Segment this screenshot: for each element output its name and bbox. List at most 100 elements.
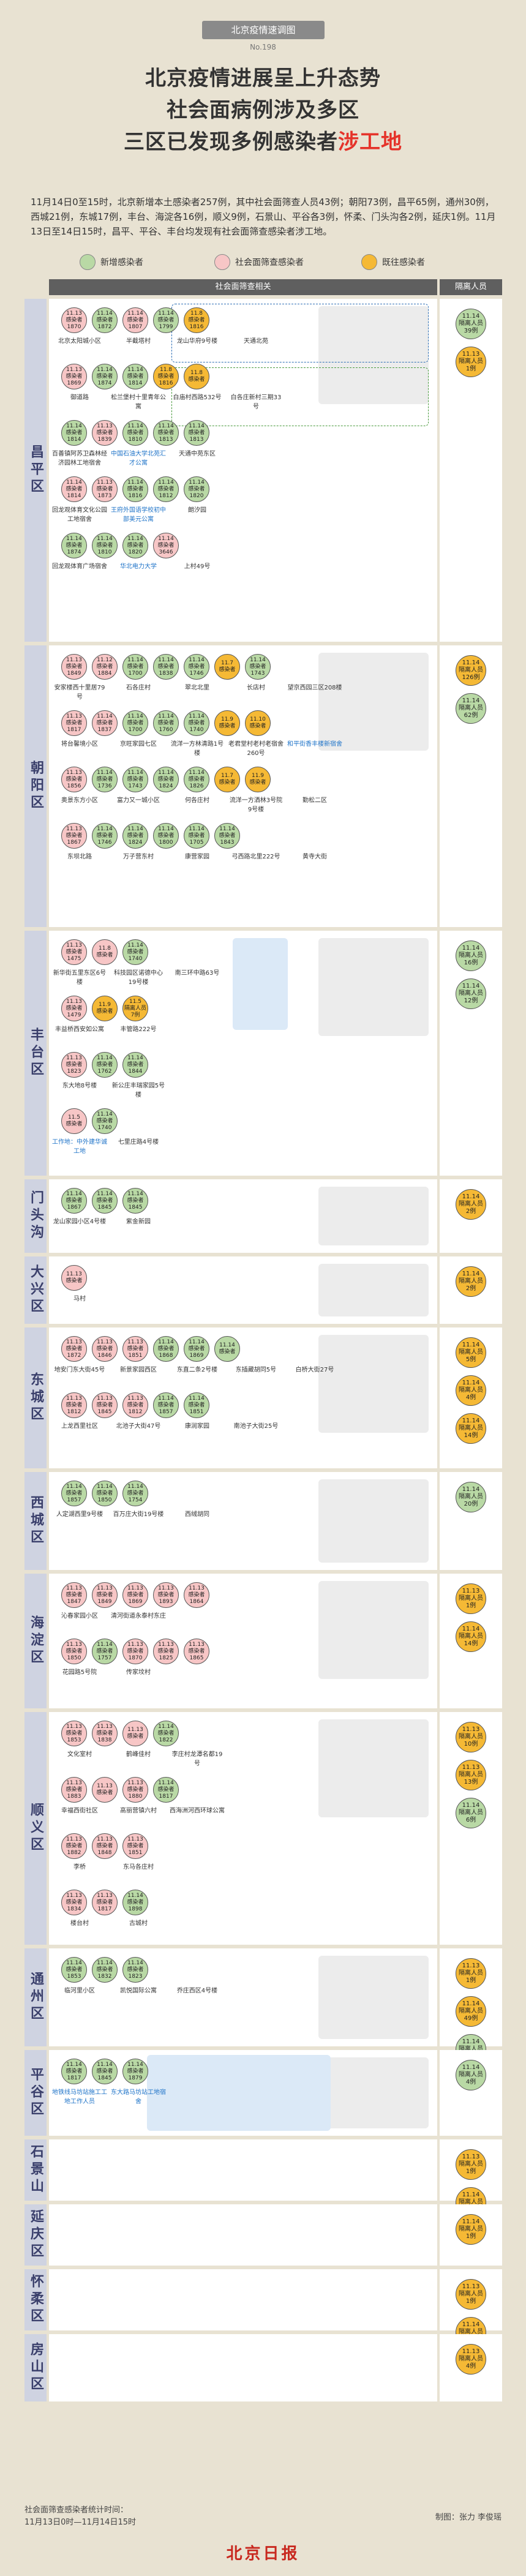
case-marker-text: 1817 — [67, 726, 81, 733]
isolated-marker-text: 11.14 — [462, 1271, 480, 1277]
case-marker-text: 感染者 — [157, 1648, 175, 1654]
case-marker-text: 感染者 — [127, 1061, 144, 1068]
new-case-marker: 11.14 感染者 1874 — [61, 533, 87, 558]
isolated-marker-text: 隔离人员 — [459, 1809, 483, 1816]
case-marker-text: 11.9 — [220, 716, 234, 723]
isolated-marker-text: 1例 — [465, 1602, 476, 1609]
case-marker-text: 1893 — [159, 1598, 173, 1605]
case-marker-text: 感染者 — [66, 373, 83, 380]
new-case-marker: 11.14 感染者 1743 — [122, 767, 148, 792]
case-marker-text: 11.13 — [66, 713, 82, 719]
case-marker-text: 11.14 — [158, 656, 174, 663]
district-label: 西城区 — [24, 1472, 47, 1570]
case-marker-text: 感染者 — [66, 429, 83, 436]
social-screening-cell: 11.13 感染者 1847 11.13 感染者 1850 11.13 感染者 1849 11.1… — [49, 1574, 437, 1708]
cluster-background — [318, 2057, 429, 2128]
new-case-marker: 11.14 感染者 1868 — [153, 1336, 179, 1362]
case-marker-text: 感染者 — [127, 1966, 144, 1973]
case-marker-text: 1826 — [189, 783, 204, 789]
place-label: 弓西路北里222号 — [231, 854, 280, 860]
case-marker-text: 11.8 — [98, 945, 111, 952]
district-section: 顺义区 11.13 感染者 1853 11.13 感染者 1883 11.13 感染者 1882 1… — [24, 1712, 502, 1945]
prior-case-marker: 11.8 感染者 — [184, 364, 209, 389]
isolated-marker-text: 11.14 — [462, 2321, 480, 2328]
cluster-background — [318, 1187, 429, 1245]
case-marker-text: 1898 — [128, 1906, 143, 1912]
case-marker-text: 感染者 — [188, 317, 205, 323]
social-screening-cell: 11.14 感染者 1817 11.14 感染者 1845 11.14 感染者 1879 地铁线马… — [49, 2050, 437, 2136]
isolated-marker-text: 1例 — [465, 366, 476, 372]
case-marker-text: 1846 — [97, 1352, 112, 1359]
case-marker-text: 11.13 — [127, 1836, 143, 1842]
footer-note-2: 11月13日0时—11月14日15时 — [24, 2518, 136, 2527]
social-case-marker: 11.13 感染者 — [61, 1265, 87, 1291]
case-marker-text: 感染者 — [219, 667, 236, 673]
case-marker-text: 1851 — [128, 1849, 143, 1856]
case-marker-text: 11.13 — [66, 1779, 82, 1786]
social-case-marker: 11.14 感染者 1807 — [122, 307, 148, 333]
place-label: 华北电力大学 — [120, 563, 157, 570]
social-screening-cell — [49, 2334, 437, 2401]
case-marker-text: 1853 — [67, 1973, 81, 1980]
district-name: 海淀区 — [28, 1615, 43, 1667]
new-case-marker: 11.14 感染者 1705 — [184, 823, 209, 849]
case-marker-text: 1816 — [189, 323, 204, 330]
case-marker-text: 11.10 — [250, 716, 266, 723]
case-marker-text: 1851 — [128, 1352, 143, 1359]
credit: 制图：张力 李俊瑶 — [435, 2513, 502, 2522]
place-label: 回龙观体育广场宿舍 — [52, 563, 107, 570]
case-marker-text: 感染者 — [157, 1730, 175, 1737]
case-marker-text: 感染者 — [96, 776, 113, 783]
new-case-marker: 11.14 感染者 — [214, 1336, 240, 1362]
new-case-marker: 11.14 感染者 1824 — [153, 767, 179, 792]
district-label: 朝阳区 — [24, 645, 47, 927]
case-marker-text: 感染者 — [96, 542, 113, 549]
social-case-marker: 11.13 感染者 1812 — [61, 1392, 87, 1418]
district-name: 丰台区 — [28, 1027, 43, 1079]
case-marker-text: 感染者 — [127, 373, 144, 380]
isolated-marker-text: 5例 — [465, 1356, 476, 1363]
case-marker-text: 1834 — [67, 1906, 81, 1912]
district-section: 通州区 11.14 感染者 1853 11.14 感染者 1832 11.14 感染者 1823 临… — [24, 1948, 502, 2065]
isolated-marker-text: 11.13 — [462, 2154, 480, 2160]
case-marker-text: 感染者 — [127, 1402, 144, 1408]
case-marker-text: 感染者 — [188, 1345, 205, 1352]
case-marker-text: 11.14 — [127, 1483, 143, 1490]
isolated-marker-text: 隔离人员 — [459, 990, 483, 997]
isolated-marker-text: 2例 — [465, 1285, 476, 1292]
case-marker-text: 11.9 — [98, 1002, 111, 1008]
place-label: 半截塔村 — [126, 338, 151, 345]
intro-text: 11月14日0至15时，北京新增本土感染者257例，其中社会面筛查人员43例；朝… — [31, 197, 496, 237]
case-marker-text: 感染者 — [157, 317, 175, 323]
place-label: 东直二条2号楼 — [176, 1367, 218, 1373]
isolated-count-marker: 11.14 隔离人员 62例 — [456, 693, 486, 724]
case-marker-text: 感染者 — [66, 1005, 83, 1012]
new-case-marker: 11.14 感染者 1879 — [122, 2059, 148, 2084]
new-case-marker: 11.14 感染者 1813 — [153, 420, 179, 446]
case-marker-text: 11.13 — [97, 1339, 113, 1345]
case-marker-text: 11.14 — [66, 1483, 82, 1490]
case-marker-text: 感染者 — [96, 1648, 113, 1654]
isolated-marker-text: 12例 — [464, 997, 478, 1004]
case-marker-text: 11.13 — [189, 1641, 205, 1648]
case-marker-text: 11.14 — [219, 1342, 235, 1348]
case-marker-text: 11.14 — [158, 310, 174, 317]
case-marker-text: 感染者 — [188, 377, 205, 383]
social-case-marker: 11.13 感染者 1847 — [61, 1582, 87, 1608]
district-section: 房山区 11.13 隔离人员 4例 — [24, 2334, 502, 2401]
place-label: 天通北苑 — [244, 338, 268, 345]
social-case-marker: 11.13 感染者 1846 — [92, 1336, 118, 1362]
case-marker-text: 11.14 — [127, 422, 143, 429]
case-marker-text: 感染者 — [96, 1008, 113, 1015]
new-case-marker: 11.14 感染者 1754 — [122, 1481, 148, 1506]
isolated-marker-text: 隔离人员 — [459, 2008, 483, 2015]
case-marker-text: 11.13 — [127, 1641, 143, 1648]
case-marker-text: 1760 — [159, 726, 173, 733]
case-marker-text: 感染者 — [66, 2068, 83, 2075]
new-case-marker: 11.14 感染者 1845 — [122, 1188, 148, 1214]
district-name: 房山区 — [28, 2342, 43, 2394]
case-marker-text: 11.13 — [66, 1641, 82, 1648]
place-label: 望京西园三区208楼 — [287, 685, 342, 691]
isolated-marker-text: 11.14 — [462, 2038, 480, 2045]
